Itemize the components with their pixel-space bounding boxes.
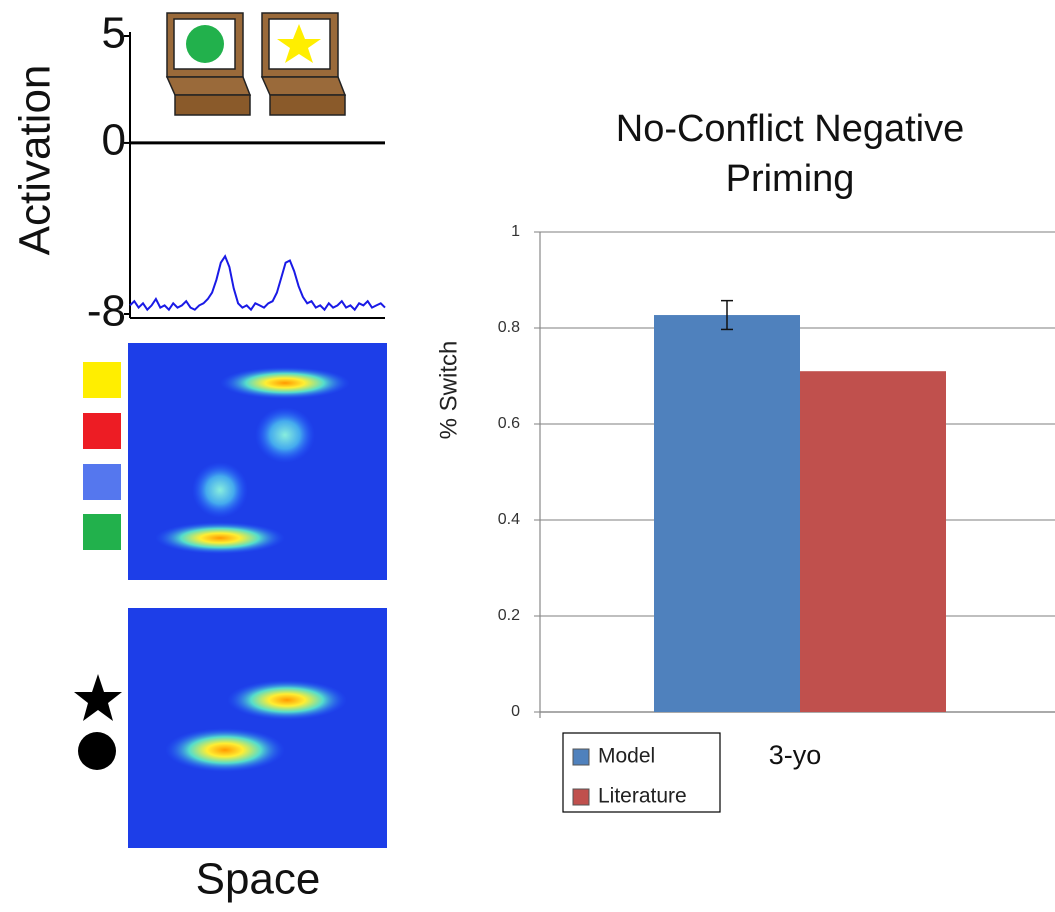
- heatmap-shape: [128, 608, 387, 848]
- circle-icon: [78, 732, 116, 770]
- chart-title: No-Conflict Negative Priming: [590, 104, 990, 204]
- legend-label: Literature: [598, 785, 687, 808]
- bar: [654, 315, 800, 712]
- color-swatch: [83, 464, 121, 500]
- x-axis-label: Space: [196, 855, 321, 904]
- color-swatch: [83, 514, 121, 550]
- y-tick-label: 0.4: [498, 511, 520, 528]
- heatmap-color: [128, 343, 387, 580]
- legend-swatch: [573, 789, 589, 805]
- page: Activation Space % Switch -8 0 5 0 0.2 0.4 0.6…: [0, 0, 1055, 912]
- legend-swatch: [573, 749, 589, 765]
- y-tick-label: 0.2: [498, 607, 520, 624]
- x-tick-label: 3-yo: [769, 740, 822, 770]
- y-axis-label: % Switch: [435, 341, 462, 440]
- y-tick-label: 0.8: [498, 319, 520, 336]
- laptop-icon: [167, 13, 250, 115]
- y-tick-label: 0.6: [498, 415, 520, 432]
- y-tick-label: 5: [102, 9, 126, 58]
- legend-label: Model: [598, 745, 655, 768]
- bar: [800, 371, 946, 712]
- laptop-icon: [262, 13, 345, 115]
- y-tick-label: 0: [102, 116, 126, 165]
- y-axis-label: Activation: [11, 65, 60, 256]
- y-tick-label: -8: [87, 287, 126, 336]
- y-tick-label: 1: [511, 223, 520, 240]
- y-tick-label: 0: [511, 703, 520, 720]
- color-swatch: [83, 413, 121, 449]
- color-swatch: [83, 362, 121, 398]
- star-icon: [74, 674, 122, 721]
- activation-line: [130, 256, 385, 309]
